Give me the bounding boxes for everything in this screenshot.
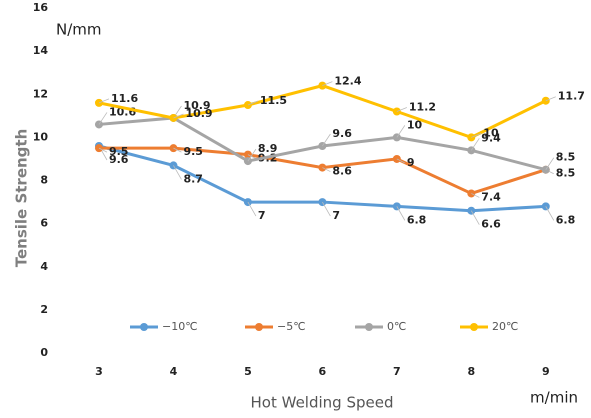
series-line <box>98 84 547 139</box>
y-tick-label: 2 <box>40 303 48 316</box>
data-label: 10.9 <box>185 107 212 120</box>
data-label: 8.6 <box>332 165 352 178</box>
leader-line <box>470 210 480 225</box>
leader-line <box>322 81 333 86</box>
data-label: 10.9 <box>183 99 210 112</box>
leader-line <box>545 157 555 170</box>
data-label: 10 <box>483 126 499 139</box>
leader-line <box>322 133 331 147</box>
data-label: 9.6 <box>332 127 352 140</box>
data-label: 6.8 <box>407 213 427 226</box>
leader-line <box>98 112 108 125</box>
data-label: 11.7 <box>558 90 585 103</box>
data-label: 12.4 <box>334 75 361 88</box>
y-tick-label: 14 <box>33 44 49 57</box>
data-label: 10 <box>407 118 423 131</box>
leader-line <box>396 206 406 221</box>
y-tick-label: 16 <box>33 1 49 14</box>
legend-label: 0℃ <box>387 320 406 333</box>
leader-line <box>247 201 257 217</box>
x-tick-label: 9 <box>542 365 550 378</box>
x-tick-label: 6 <box>319 365 327 378</box>
leader-line <box>545 206 555 221</box>
legend-label: −10℃ <box>162 320 198 333</box>
y-tick-label: 6 <box>40 217 48 230</box>
leader-line <box>396 125 406 138</box>
leader-line <box>322 201 331 217</box>
y-tick-label: 10 <box>33 130 49 143</box>
data-label: 8.5 <box>556 151 576 164</box>
data-label: 9.5 <box>183 145 203 158</box>
x-tick-label: 8 <box>467 365 475 378</box>
x-tick-label: 7 <box>393 365 401 378</box>
leader-line <box>471 193 480 198</box>
data-label: 7 <box>258 209 266 222</box>
data-label: 9.4 <box>481 131 501 144</box>
data-label: 8.7 <box>183 172 203 185</box>
data-label: 11.5 <box>260 94 287 107</box>
leader-line <box>98 147 108 153</box>
leader-line <box>173 165 182 180</box>
leader-line <box>545 96 556 102</box>
legend-marker <box>140 323 148 331</box>
leader-line <box>396 158 406 164</box>
data-label: 7 <box>332 209 340 222</box>
leader-line <box>173 113 184 119</box>
legend-marker <box>365 323 373 331</box>
leader-line <box>247 100 259 106</box>
leader-line <box>173 147 182 153</box>
x-tick-label: 4 <box>170 365 178 378</box>
y-tick-label: 12 <box>33 87 48 100</box>
y-tick-label: 4 <box>40 260 48 273</box>
leader-line <box>470 138 480 151</box>
legend-marker <box>470 323 478 331</box>
legend-marker <box>255 323 263 331</box>
data-label: 7.4 <box>481 190 501 203</box>
leader-line <box>247 154 257 159</box>
data-label: 8.5 <box>556 167 576 180</box>
data-label: 9.6 <box>109 153 129 166</box>
leader-line <box>98 98 110 104</box>
leader-line <box>322 167 331 172</box>
leader-line <box>396 107 407 112</box>
x-tick-label: 5 <box>244 365 252 378</box>
y-unit: N/mm <box>56 21 102 39</box>
x-tick-label: 3 <box>95 365 103 378</box>
data-label: 9 <box>407 156 415 169</box>
legend-label: 20℃ <box>492 320 518 333</box>
data-label: 11.2 <box>409 101 436 114</box>
data-label: 6.6 <box>481 218 501 231</box>
data-label: 11.6 <box>111 92 138 105</box>
leader-line <box>471 133 482 138</box>
y-tick-label: 8 <box>40 174 48 187</box>
y-tick-label: 0 <box>40 346 48 359</box>
x-axis-label: Hot Welding Speed <box>251 394 394 412</box>
data-label: 6.8 <box>556 213 576 226</box>
legend-label: −5℃ <box>277 320 306 333</box>
y-axis-label: Tensile Strength <box>13 129 31 268</box>
x-unit: m/min <box>530 389 578 407</box>
leader-line <box>247 148 257 162</box>
data-label: 9.5 <box>109 145 129 158</box>
data-label: 8.9 <box>258 142 278 155</box>
